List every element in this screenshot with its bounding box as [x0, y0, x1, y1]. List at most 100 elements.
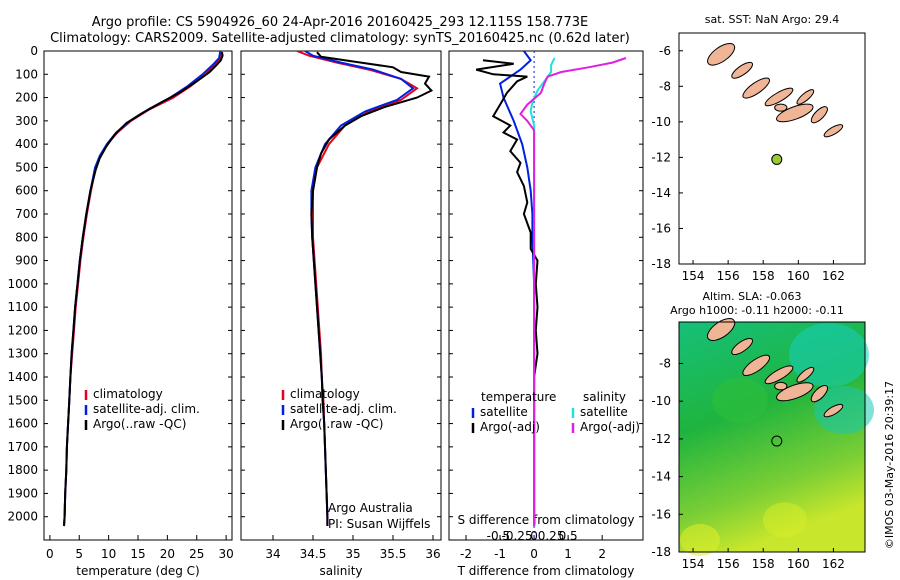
map-y-tick-label: -14 — [651, 186, 671, 200]
map-x-tick-label: 156 — [717, 269, 740, 283]
top-x-tick-label: 0 — [530, 529, 538, 543]
x-tick-label: 25 — [189, 547, 204, 561]
map-y-tick-label: -14 — [651, 470, 671, 484]
top-x-tick-label: -0.25 — [502, 529, 533, 543]
map-y-tick-label: -8 — [659, 356, 671, 370]
map-y-tick-label: -8 — [659, 79, 671, 93]
island-shape — [823, 124, 844, 138]
x-axis-label: salinity — [319, 564, 362, 578]
island-shape — [796, 89, 815, 105]
legend-label: Argo(..raw -QC) — [93, 417, 186, 431]
y-tick-label: 1200 — [7, 323, 38, 337]
y-tick-label: 400 — [15, 137, 38, 151]
y-tick-label: 300 — [15, 114, 38, 128]
island-shape — [810, 106, 828, 124]
map-y-tick-label: -18 — [651, 257, 671, 271]
map-x-tick-label: 154 — [682, 269, 705, 283]
x-tick-label: 10 — [101, 547, 116, 561]
sla-blob — [763, 502, 807, 538]
map-frame — [678, 321, 866, 553]
x-axis-label: temperature (deg C) — [76, 564, 199, 578]
legend-label: Argo(-adj) — [580, 420, 640, 434]
island-shape — [706, 318, 736, 342]
series-line-differences-1 — [475, 59, 539, 526]
map-sst_map: 154 156 158 160 162 -6 -8 -10 -12 -14 -16 -18 sat. S… — [651, 13, 866, 283]
panel-salinity: 34 34.5 35 35.5 36 salinity climatologysatelli… — [240, 50, 442, 578]
map-background — [679, 33, 865, 264]
x-tick-label: -2 — [460, 547, 472, 561]
argo-float-marker — [771, 153, 783, 165]
sla-blob — [814, 386, 874, 434]
y-tick-label: 600 — [15, 184, 38, 198]
x-tick-label: 2 — [598, 547, 606, 561]
y-tick-label: 1700 — [7, 440, 38, 454]
argo-float-marker — [771, 435, 783, 447]
y-tick-label: 700 — [15, 207, 38, 221]
map-x-tick-label: 162 — [822, 557, 845, 571]
map-y-tick-label: -12 — [651, 150, 671, 164]
x-tick-label: -1 — [494, 547, 506, 561]
island-shape — [764, 365, 794, 385]
panel-temperature: 0 5 10 15 20 25 30 temperature (deg C) 0 100 200 30… — [7, 44, 233, 578]
x-tick-label: 36 — [425, 547, 440, 561]
island-shape — [764, 87, 794, 107]
y-tick-label: 0 — [30, 44, 38, 58]
x-tick-label: 30 — [218, 547, 233, 561]
plot-frame-temperature — [43, 50, 233, 541]
x-tick-label: 0 — [530, 547, 538, 561]
map-y-tick-label: -10 — [651, 394, 671, 408]
y-tick-label: 1800 — [7, 463, 38, 477]
legend-label: satellite — [580, 405, 628, 419]
map-x-tick-label: 156 — [717, 557, 740, 571]
x-tick-label: 15 — [130, 547, 145, 561]
legend-label: Argo(-adj) — [480, 420, 540, 434]
map-x-tick-label: 160 — [787, 557, 810, 571]
y-tick-label: 900 — [15, 254, 38, 268]
top-x-tick-label: -0.5 — [487, 529, 510, 543]
y-tick-label: 1400 — [7, 370, 38, 384]
map-title-line2: Argo h1000: -0.11 h2000: -0.11 — [670, 304, 844, 317]
map-y-tick-label: -12 — [651, 432, 671, 446]
island-shape — [707, 43, 736, 66]
x-tick-label: 34.5 — [300, 547, 327, 561]
plot-frame-salinity — [240, 50, 442, 541]
y-tick-label: 1500 — [7, 393, 38, 407]
y-tick-label: 500 — [15, 160, 38, 174]
map-y-tick-label: -16 — [651, 507, 671, 521]
top-x-axis-label: S difference from climatology — [458, 513, 635, 527]
x-tick-label: 35.5 — [380, 547, 407, 561]
y-tick-label: 2000 — [7, 510, 38, 524]
legend-header-salinity: salinity — [583, 390, 626, 404]
y-tick-label: 1300 — [7, 347, 38, 361]
legend-label: satellite-adj. clim. — [290, 402, 397, 416]
island-shape — [823, 403, 844, 418]
legend-label: satellite-adj. clim. — [93, 402, 200, 416]
x-axis-label: T difference from climatology — [457, 564, 635, 578]
x-tick-label: 0 — [46, 547, 54, 561]
legend-label: satellite — [480, 405, 528, 419]
figure-title-line2: Climatology: CARS2009. Satellite-adjuste… — [50, 31, 630, 46]
map-y-tick-label: -18 — [651, 545, 671, 559]
series-line-differences-3 — [519, 57, 627, 526]
y-tick-label: 1600 — [7, 417, 38, 431]
top-x-tick-label: 0.5 — [559, 529, 578, 543]
credit-text: ©IMOS 03-May-2016 20:39:17 — [883, 381, 896, 549]
map-title-line1: Altim. SLA: -0.063 — [702, 290, 801, 303]
island-shape — [731, 337, 754, 356]
legend-header-temperature: temperature — [481, 390, 556, 404]
y-tick-label: 100 — [15, 67, 38, 81]
map-title: sat. SST: NaN Argo: 29.4 — [705, 13, 839, 26]
map-y-tick-label: -6 — [659, 44, 671, 58]
annotation-line2: PI: Susan Wijffels — [328, 517, 430, 531]
island-shape — [742, 354, 771, 377]
y-tick-label: 200 — [15, 91, 38, 105]
annotation-line1: Argo Australia — [328, 501, 413, 515]
panel-differences: -2 -1 0 1 2 T difference from climatology S di… — [448, 50, 644, 578]
y-tick-label: 1100 — [7, 300, 38, 314]
legend-label: Argo(..raw -QC) — [290, 417, 383, 431]
island-shape — [774, 103, 788, 112]
x-tick-label: 35 — [345, 547, 360, 561]
map-y-tick-label: -10 — [651, 115, 671, 129]
island-shape — [731, 61, 754, 79]
